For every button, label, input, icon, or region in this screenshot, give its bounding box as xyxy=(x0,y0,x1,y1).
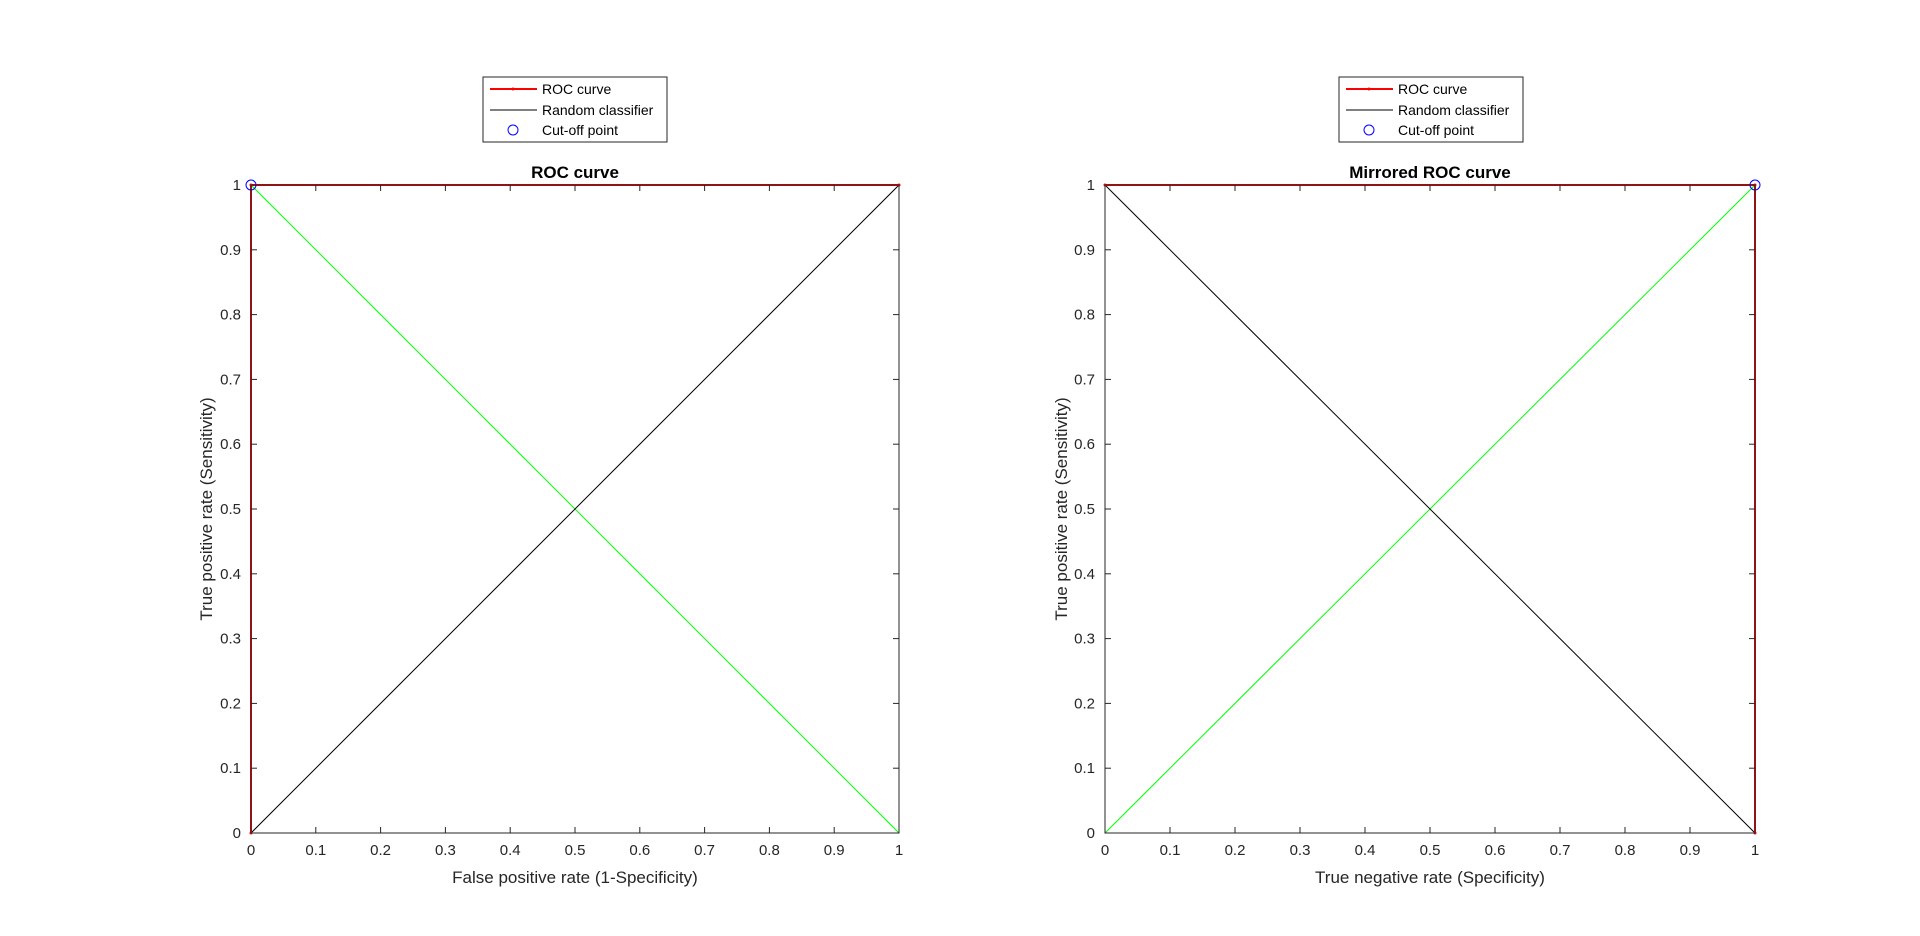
x-tick-label: 0 xyxy=(247,842,255,859)
series-random-classifier xyxy=(250,184,900,834)
x-axis-label: True negative rate (Specificity) xyxy=(1315,868,1545,887)
legend: ROC curve Random classifier Cut-off poin… xyxy=(482,76,668,143)
y-tick-label: 0.2 xyxy=(1074,695,1095,712)
y-tick-label: 0.9 xyxy=(1074,242,1095,259)
y-tick-label: 0.8 xyxy=(220,307,241,324)
legend-swatch-roc-marker xyxy=(1367,87,1371,91)
x-tick-label: 0.6 xyxy=(629,842,650,859)
y-tick-label: 0.4 xyxy=(1074,566,1095,583)
y-tick-label: 0.5 xyxy=(1074,501,1095,518)
x-tick-label: 0.8 xyxy=(759,842,780,859)
legend-swatch-cutoff xyxy=(507,124,519,136)
y-tick-label: 0.9 xyxy=(220,242,241,259)
y-tick-label: 0.6 xyxy=(220,436,241,453)
x-tick-label: 0.6 xyxy=(1485,842,1506,859)
legend-swatch-roc-marker xyxy=(511,87,515,91)
chart-title: ROC curve xyxy=(531,163,619,182)
x-tick-label: 0.7 xyxy=(694,842,715,859)
x-tick-label: 0.1 xyxy=(305,842,326,859)
x-tick-label: 0.3 xyxy=(435,842,456,859)
y-tick-label: 0.8 xyxy=(1074,307,1095,324)
x-tick-label: 0.8 xyxy=(1615,842,1636,859)
y-tick-label: 0.3 xyxy=(220,631,241,648)
legend-label-cutoff: Cut-off point xyxy=(542,122,618,138)
roc-chart: ROC curve Random classifier Cut-off poin… xyxy=(197,76,903,887)
x-tick-label: 0.4 xyxy=(500,842,521,859)
x-tick-label: 0.7 xyxy=(1550,842,1571,859)
legend-label-cutoff: Cut-off point xyxy=(1398,122,1474,138)
y-tick-label: 1 xyxy=(233,177,241,194)
y-tick-label: 0.5 xyxy=(220,501,241,518)
legend-label-random: Random classifier xyxy=(542,102,654,118)
ticks-layer: 0 0.1 0.2 0.3 0.4 0.5 0.6 0.7 0.8 0.9 1 0 0.1 0.2 0.3 0… xyxy=(1074,177,1759,859)
y-axis-label: True positive rate (Sensitivity) xyxy=(1052,397,1071,620)
x-tick-label: 0.4 xyxy=(1355,842,1376,859)
y-axis-label: True positive rate (Sensitivity) xyxy=(197,397,216,620)
y-tick-label: 1 xyxy=(1087,177,1095,194)
y-tick-label: 0 xyxy=(233,825,241,842)
y-tick-label: 0.7 xyxy=(1074,371,1095,388)
legend: ROC curve Random classifier Cut-off poin… xyxy=(1338,76,1524,143)
legend-label-roc: ROC curve xyxy=(542,81,611,97)
y-tick-label: 0.7 xyxy=(220,371,241,388)
y-tick-label: 0.3 xyxy=(1074,631,1095,648)
legend-label-random: Random classifier xyxy=(1398,102,1510,118)
legend-label-roc: ROC curve xyxy=(1398,81,1467,97)
series-random-classifier xyxy=(1104,184,1756,834)
x-tick-label: 1 xyxy=(1751,842,1759,859)
x-tick-label: 0 xyxy=(1101,842,1109,859)
x-axis-label: False positive rate (1-Specificity) xyxy=(452,868,698,887)
y-tick-label: 0.1 xyxy=(220,760,241,777)
ticks-layer: 0 0.1 0.2 0.3 0.4 0.5 0.6 0.7 0.8 0.9 1 0 0.1 0.2 0.3 0… xyxy=(220,177,903,859)
x-tick-label: 0.2 xyxy=(370,842,391,859)
mirrored-roc-chart: ROC curve Random classifier Cut-off poin… xyxy=(1052,76,1761,887)
x-tick-label: 0.2 xyxy=(1225,842,1246,859)
y-tick-label: 0.4 xyxy=(220,566,241,583)
x-tick-label: 0.9 xyxy=(1680,842,1701,859)
x-tick-label: 0.9 xyxy=(824,842,845,859)
x-tick-label: 0.5 xyxy=(565,842,586,859)
x-tick-label: 0.5 xyxy=(1420,842,1441,859)
y-tick-label: 0.6 xyxy=(1074,436,1095,453)
chart-title: Mirrored ROC curve xyxy=(1349,163,1511,182)
legend-swatch-cutoff xyxy=(1363,124,1375,136)
y-tick-label: 0.1 xyxy=(1074,760,1095,777)
y-tick-label: 0.2 xyxy=(220,695,241,712)
x-tick-label: 1 xyxy=(895,842,903,859)
y-tick-label: 0 xyxy=(1087,825,1095,842)
x-tick-label: 0.1 xyxy=(1160,842,1181,859)
x-tick-label: 0.3 xyxy=(1290,842,1311,859)
